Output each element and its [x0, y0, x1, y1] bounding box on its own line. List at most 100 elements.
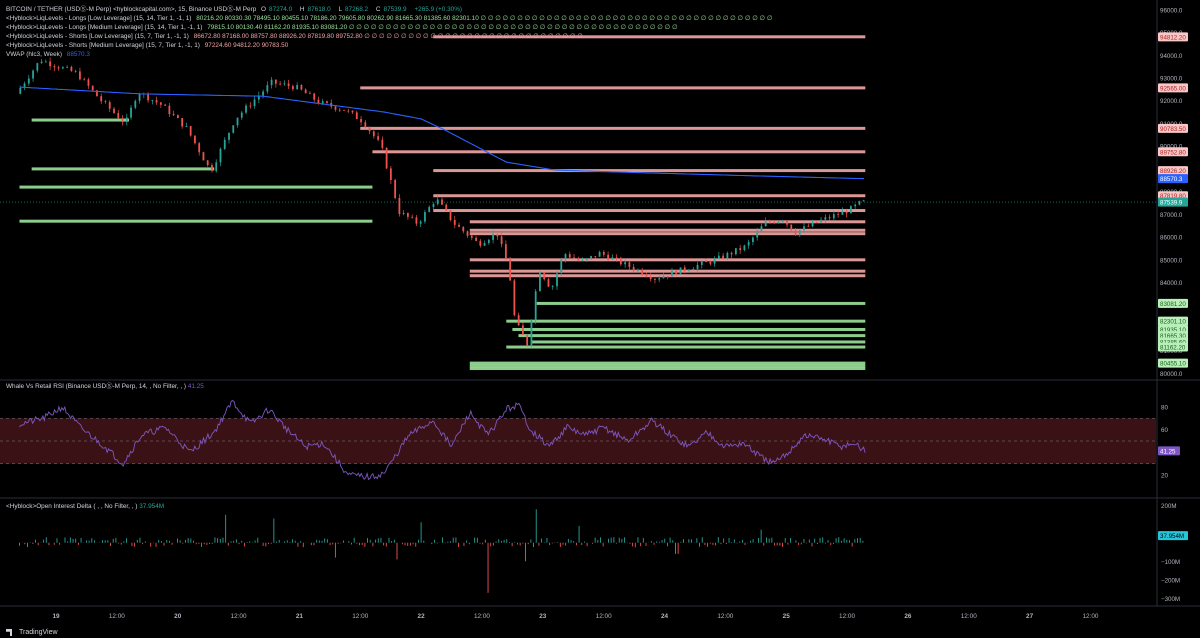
short-liq-level[interactable] [433, 209, 866, 213]
candle-body [786, 220, 788, 225]
symbol-legend[interactable]: BITCOIN / TETHER (USDⓈ-M Perp) <hyblockc… [6, 6, 465, 14]
short-liq-level[interactable] [433, 169, 866, 173]
rsi-legend[interactable]: Whale Vs Retail RSI (Binance USDⓈ-M Perp… [6, 381, 204, 390]
candle-body [185, 126, 188, 127]
candle-body [730, 252, 733, 255]
long-liq-level[interactable] [31, 167, 215, 171]
price-label: 81935.10 [1160, 327, 1186, 334]
long-liq-level[interactable] [31, 118, 130, 122]
time-tick-label: 12:00 [231, 613, 247, 620]
candle-body [402, 213, 405, 215]
indicator-legend-longs-low[interactable]: <Hyblock>LiqLevels - Longs [Low Leverage… [6, 15, 775, 23]
candle-body [232, 125, 235, 133]
indicator-legend-longs-medium[interactable]: <Hyblock>LiqLevels - Longs [Medium Lever… [6, 24, 681, 32]
oi-value-label: 37.954M [1160, 533, 1184, 540]
candle-body [432, 203, 435, 207]
long-liq-level[interactable] [518, 334, 866, 338]
open-interest-pane[interactable] [19, 509, 864, 593]
short-liq-level[interactable] [469, 274, 866, 278]
candle-body [202, 152, 205, 161]
price-tick-label: 96000.0 [1160, 7, 1183, 14]
indicator-values: 80216.20 80330.30 78495.10 80455.10 7818… [196, 15, 773, 22]
price-label: 87819.80 [1160, 193, 1186, 200]
short-liq-level[interactable] [469, 232, 866, 236]
candle-body [419, 221, 422, 224]
candle-body [841, 211, 844, 215]
long-liq-level[interactable] [506, 319, 866, 323]
long-liq-level[interactable] [530, 340, 866, 344]
candle-body [211, 165, 213, 171]
price-tick-label: 80000.0 [1160, 371, 1183, 378]
price-tick-label: 92000.0 [1160, 98, 1183, 105]
grid [0, 0, 1200, 607]
vwap-legend[interactable]: VWAP (hlc3, Week) 88570.3 [6, 51, 93, 59]
long-liq-level[interactable] [506, 345, 866, 349]
candle-body [854, 204, 857, 207]
candle-body [355, 112, 358, 120]
candle-body [360, 119, 362, 123]
long-liq-level[interactable] [19, 219, 373, 223]
short-liq-level[interactable] [469, 258, 866, 262]
time-tick-label: 25 [783, 613, 791, 620]
short-liq-level[interactable] [469, 269, 866, 273]
oi-legend[interactable]: <Hyblock>Open Interest Delta ( , , No Fi… [6, 503, 164, 510]
rsi-value-badge [1158, 446, 1180, 456]
long-liq-level[interactable] [19, 185, 373, 189]
candle-body [385, 147, 388, 169]
long-liq-level[interactable] [536, 301, 866, 305]
rsi-line[interactable] [19, 399, 866, 481]
short-liq-level[interactable] [433, 35, 866, 39]
candle-body [168, 105, 171, 115]
tradingview-brand[interactable]: TradingView [6, 629, 58, 636]
price-tick-label: 87000.0 [1160, 212, 1183, 219]
candle-body [36, 63, 39, 71]
short-liq-level[interactable] [360, 126, 866, 130]
vwap-line[interactable] [19, 86, 865, 180]
short-liq-level[interactable] [360, 86, 866, 90]
rsi-pane[interactable] [0, 399, 1156, 481]
candle-body [543, 272, 546, 280]
long-liq-level[interactable] [512, 327, 866, 331]
candle-body [496, 233, 499, 237]
candle-body [666, 276, 669, 277]
candle-body [96, 90, 98, 97]
price-pane[interactable] [0, 0, 1156, 371]
candle-body [108, 102, 111, 109]
candle-body [581, 260, 584, 261]
short-liq-level[interactable] [433, 194, 866, 198]
candle-body [598, 251, 601, 257]
indicator-legend-shorts-low[interactable]: <Hyblock>LiqLevels - Shorts [Low Leverag… [6, 33, 586, 41]
candle-body [862, 200, 865, 202]
candle-body [824, 217, 827, 220]
price-label: 81162.20 [1160, 345, 1186, 352]
candle-body [752, 237, 754, 242]
short-liq-level[interactable] [469, 228, 866, 232]
time-tick-label: 12:00 [1082, 613, 1098, 620]
candle-body [364, 122, 367, 128]
indicator-title: <Hyblock>LiqLevels - Longs [Low Leverage… [6, 15, 192, 22]
rsi-value-label: 41.25 [1160, 448, 1176, 455]
candle-body [287, 83, 290, 87]
candle-body [198, 143, 201, 153]
time-tick-label: 26 [904, 613, 912, 620]
candle-body [628, 262, 631, 268]
price-axis[interactable]: 96000.095000.094000.093000.092000.091000… [1158, 7, 1188, 603]
candle-body [717, 255, 720, 259]
time-axis[interactable]: 19 12:00 20 12:00 21 12:00 22 12:00 23 12:00 24 12:… [52, 613, 1098, 620]
short-liq-level[interactable] [372, 150, 866, 154]
candle-body [449, 210, 452, 220]
rsi-tick-label: 60 [1161, 427, 1168, 434]
candle-body [428, 206, 431, 213]
candle-body [713, 258, 716, 264]
long-liq-level[interactable] [469, 361, 866, 365]
long-liq-level[interactable] [469, 367, 866, 371]
candle-body [679, 267, 682, 275]
price-label: 92565.00 [1160, 85, 1186, 92]
candle-body [828, 217, 831, 219]
candle-body [632, 267, 635, 271]
long-liq-level[interactable] [469, 364, 866, 368]
indicator-legend-shorts-medium[interactable]: <Hyblock>LiqLevels - Shorts [Medium Leve… [6, 42, 291, 50]
short-liq-level[interactable] [469, 220, 866, 224]
candle-body [504, 244, 507, 260]
